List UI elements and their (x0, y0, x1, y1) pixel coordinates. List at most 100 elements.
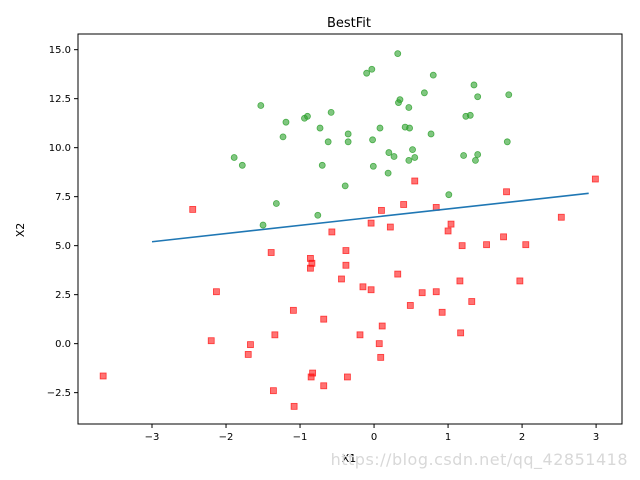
y-tick-label: −2.5 (47, 388, 71, 399)
class-1-point (472, 157, 479, 164)
class-1-point (406, 124, 413, 132)
class-1-point (394, 50, 402, 57)
class-1-point (384, 169, 392, 177)
class-0-point (307, 264, 314, 272)
class-0-point (468, 298, 476, 305)
class-1-point (505, 91, 513, 99)
class-0-point (367, 286, 375, 294)
class-1-point (405, 104, 413, 111)
class-0-point (338, 275, 345, 283)
class-0-point (457, 329, 465, 337)
class-0-point (290, 402, 298, 410)
class-0-point (522, 241, 530, 249)
class-0-point (328, 228, 336, 236)
class-1-point (411, 154, 419, 161)
class-0-point (438, 308, 446, 316)
class-0-point (400, 201, 408, 208)
class-0-point (394, 270, 402, 278)
class-1-point (445, 191, 453, 199)
x-tick-label: 3 (593, 432, 599, 443)
class-1-point (230, 154, 238, 161)
class-0-point (386, 223, 394, 231)
class-0-point (359, 283, 367, 291)
watermark-text: https://blog.csdn.net/qq_42851418 (330, 450, 628, 469)
class-0-point (320, 382, 328, 390)
class-1-point (369, 162, 377, 170)
class-0-point (418, 289, 426, 297)
class-0-point (99, 372, 107, 380)
y-tick-label: 0.0 (55, 339, 71, 350)
class-1-point (474, 93, 482, 101)
class-1-point (368, 65, 376, 73)
class-0-point (591, 175, 599, 183)
y-axis-title: X2 (14, 223, 27, 238)
x-axis-title: X1 (342, 452, 357, 465)
class-1-point (385, 149, 393, 156)
class-1-point (282, 118, 290, 126)
class-0-point (378, 206, 385, 214)
class-1-point (420, 89, 428, 97)
class-0-point (189, 206, 197, 213)
class-0-point (367, 219, 375, 227)
class-0-point (377, 353, 385, 361)
y-tick-label: 5.0 (55, 241, 71, 252)
class-0-point (207, 337, 215, 345)
class-0-point (500, 233, 507, 241)
class-0-point (557, 213, 565, 221)
class-0-point (269, 387, 277, 395)
class-1-point (395, 99, 402, 106)
class-1-point (369, 136, 376, 144)
class-0-point (456, 277, 464, 285)
y-tick-label: 12.5 (49, 94, 71, 105)
class-1-point (427, 130, 435, 138)
class-1-point (503, 138, 511, 146)
class-0-point (356, 331, 364, 339)
class-1-point (314, 211, 322, 219)
class-0-point (271, 331, 279, 339)
class-1-point (460, 152, 468, 159)
class-1-point (304, 112, 311, 120)
class-1-point (279, 133, 287, 141)
class-1-point (272, 200, 280, 207)
class-0-point (213, 288, 220, 296)
y-tick-label: 2.5 (55, 290, 71, 301)
class-1-point (344, 138, 352, 146)
class-0-point (267, 249, 275, 256)
class-1-point (474, 151, 482, 158)
class-1-point (376, 124, 384, 132)
x-tick-label: 0 (371, 432, 377, 443)
x-tick-label: 2 (519, 432, 525, 443)
x-tick-label: −2 (219, 432, 234, 443)
class-0-point (244, 351, 252, 358)
class-1-point (405, 157, 413, 164)
class-0-point (378, 322, 386, 330)
plot-area: −3 −2 −1 0 1 2 3 −2.5 0.0 2.5 5.0 7.5 10.0 12.5 15.0 (47, 33, 623, 443)
class-1-point (429, 71, 437, 79)
class-1-point (363, 69, 371, 77)
class-0-point (247, 341, 254, 349)
class-0-point (375, 340, 383, 348)
class-0-point (344, 373, 351, 381)
class-1-point (470, 81, 478, 89)
class-0-point (447, 220, 455, 228)
class-0-point (432, 288, 440, 296)
class-0-point (342, 247, 350, 254)
y-tick-label: 7.5 (55, 192, 71, 203)
best-fit-line (151, 192, 589, 243)
y-tick-label: 15.0 (49, 45, 71, 56)
class-1-point (257, 102, 265, 109)
class-1-point (344, 130, 352, 138)
class-1-point (466, 111, 474, 119)
class-1-point (409, 146, 416, 154)
x-tick-label: 1 (445, 432, 451, 443)
axes-frame (77, 33, 623, 425)
class-1-point (259, 221, 267, 229)
class-1-point (318, 161, 326, 169)
class-1-point (341, 182, 349, 190)
class-1-point (327, 108, 335, 116)
class-0-point (289, 306, 297, 314)
class-1-point (316, 124, 324, 132)
class-0-point (444, 227, 452, 235)
class-0-point (320, 315, 328, 323)
